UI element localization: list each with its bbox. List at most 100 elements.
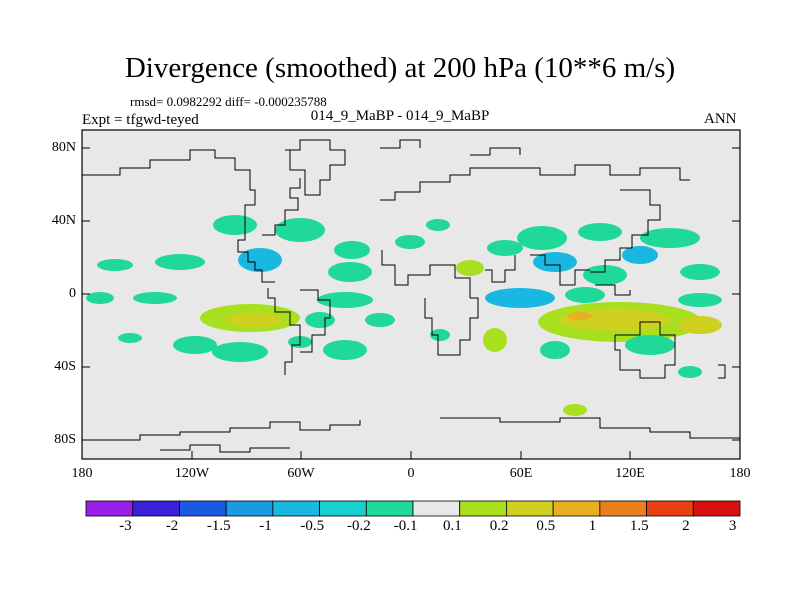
coastline-segment — [614, 321, 676, 379]
colorbar-swatch — [646, 500, 694, 517]
lat-label: 40N — [51, 213, 76, 228]
contour-blob — [565, 287, 605, 303]
plot-title: Divergence (smoothed) at 200 hPa (10**6 … — [124, 52, 676, 84]
coastline-segment — [424, 298, 450, 356]
case-label: 014_9_MaBP - 014_9_MaBP — [310, 108, 490, 124]
contour-blob — [426, 219, 450, 231]
colorbar-label: 3 — [728, 518, 737, 534]
contour-blob — [238, 248, 282, 272]
coastline-segment — [380, 139, 421, 149]
contour-blob — [678, 293, 722, 307]
colorbar-swatch — [272, 500, 320, 517]
coastline-segment — [267, 288, 301, 375]
contour-blob — [456, 260, 484, 276]
colorbar-label: -0.2 — [347, 518, 371, 534]
contour-blob — [578, 223, 622, 241]
coastline-segment — [300, 289, 331, 353]
lat-label: 40S — [54, 359, 76, 374]
coastline-segment — [590, 189, 661, 273]
contour-blob — [680, 264, 720, 280]
colorbar-swatch — [365, 500, 414, 517]
contour-blob — [678, 316, 722, 334]
colorbar-swatch — [412, 500, 461, 517]
contour-blob — [568, 312, 592, 320]
colorbar-swatch — [132, 500, 180, 517]
colorbar-label: 0.2 — [489, 518, 509, 534]
colorbar-swatch — [459, 500, 507, 517]
colorbar-swatch — [319, 500, 367, 517]
colorbar-label: -1.5 — [206, 518, 231, 534]
contour-blob — [678, 366, 702, 378]
colorbar-swatch — [599, 500, 647, 517]
lat-label: 0 — [69, 286, 76, 301]
contour-blob — [583, 265, 627, 285]
lon-label: 120W — [174, 466, 210, 481]
contour-blob — [483, 328, 507, 352]
contour-blob — [365, 313, 395, 327]
contour-blob — [213, 215, 257, 235]
lon-label: 60E — [509, 466, 533, 481]
colorbar-label: 1 — [588, 518, 597, 534]
colorbar-label: -0.5 — [300, 518, 325, 534]
coastline-segment — [262, 178, 301, 236]
contour-blob — [485, 288, 555, 308]
lon-label: 0 — [407, 466, 415, 481]
experiment-label: Expt = tfgwd-teyed — [82, 112, 199, 128]
stats-text: rmsd= 0.0982292 diff= -0.000235788 — [130, 94, 327, 109]
colorbar-swatch — [85, 500, 134, 517]
lon-label: 120E — [615, 466, 645, 481]
lon-label: 180 — [71, 466, 93, 481]
lon-label: 180 — [729, 466, 751, 481]
coastline-segment — [285, 139, 346, 196]
coastline-segment — [530, 254, 590, 286]
lat-label: 80S — [54, 432, 76, 447]
colorbar-label: 2 — [682, 518, 690, 534]
contour-blob — [625, 335, 675, 355]
colorbar-swatch — [552, 500, 601, 517]
season-label: ANN — [704, 111, 737, 127]
contour-blob — [155, 254, 205, 270]
colorbar-label: -1 — [259, 518, 272, 534]
colorbar-swatch — [692, 500, 741, 517]
contour-blob — [395, 235, 425, 249]
contour-blob — [212, 342, 268, 362]
coastline-segment — [450, 297, 479, 356]
coastline-segment — [595, 284, 631, 296]
contour-blob — [305, 312, 335, 328]
contour-blob — [86, 292, 114, 304]
contour-blob — [97, 259, 133, 271]
lon-ticks — [81, 451, 741, 459]
contour-blob — [133, 292, 177, 304]
contour-blob — [533, 252, 577, 272]
contour-blob — [430, 329, 450, 341]
contour-blob — [334, 241, 370, 259]
coastline-segment — [440, 417, 740, 439]
coastlines — [82, 139, 740, 453]
coastline-segment — [718, 364, 726, 379]
contour-blob — [517, 226, 567, 250]
coastline-segment — [485, 255, 516, 283]
colorbar-label: 0.5 — [536, 518, 556, 534]
coastline-segment — [160, 444, 290, 453]
contour-blob — [118, 333, 142, 343]
lat-label: 80N — [51, 140, 76, 155]
contour-blob — [540, 341, 570, 359]
contour-blob — [563, 404, 587, 416]
colorbar-label: 1.5 — [629, 518, 649, 534]
coastline-segment — [380, 167, 500, 201]
colorbar-label: 0.1 — [442, 518, 462, 534]
colorbar-swatch — [506, 500, 554, 517]
contour-blob — [622, 246, 658, 264]
colorbar-label: -3 — [119, 518, 132, 534]
coastline-segment — [82, 149, 275, 283]
contour-blob — [227, 313, 283, 327]
colorbar-swatch — [225, 500, 274, 517]
contour-blob — [317, 292, 373, 308]
contour-blob — [323, 340, 367, 360]
contour-blob — [640, 228, 700, 248]
coastline-segment — [82, 420, 361, 441]
contour-blob — [173, 336, 217, 354]
contour-blob — [328, 262, 372, 282]
coastline-segment — [470, 147, 521, 156]
